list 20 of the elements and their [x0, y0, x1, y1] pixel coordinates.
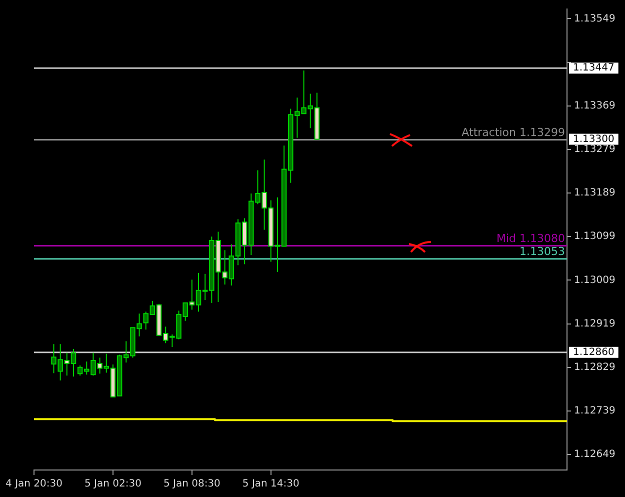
y-tick-label: 1.13099 — [574, 231, 616, 242]
x-tick-label: 4 Jan 20:30 — [6, 478, 62, 490]
y-tick-label: 1.13189 — [574, 188, 616, 199]
y-tick-label: 1.13549 — [574, 13, 616, 24]
y-tick-label: 1.12919 — [574, 318, 616, 330]
y-tick-label: 1.12829 — [574, 362, 616, 373]
y-tick-label: 1.13279 — [574, 144, 616, 156]
y2-tick-label: 1.12860 — [573, 346, 614, 358]
x-tick-label: 5 Jan 08:30 — [163, 478, 220, 490]
ref-line-label: 1.13053 — [520, 245, 565, 258]
y2-tick-label: 1.13300 — [573, 134, 614, 145]
ref-line-label: Attraction 1.13299 — [462, 126, 565, 140]
y-tick-label: 1.12649 — [574, 449, 616, 460]
x-tick-label: 5 Jan 14:30 — [242, 478, 300, 490]
y-tick-label: 1.13009 — [574, 274, 616, 286]
y2-tick-label: 1.13447 — [573, 62, 614, 74]
y-tick-label: 1.12739 — [574, 406, 616, 417]
y-tick-label: 1.13369 — [574, 100, 616, 112]
ref-line-label: Mid 1.13080 — [496, 232, 565, 246]
x-tick-label: 5 Jan 02:30 — [84, 478, 142, 490]
